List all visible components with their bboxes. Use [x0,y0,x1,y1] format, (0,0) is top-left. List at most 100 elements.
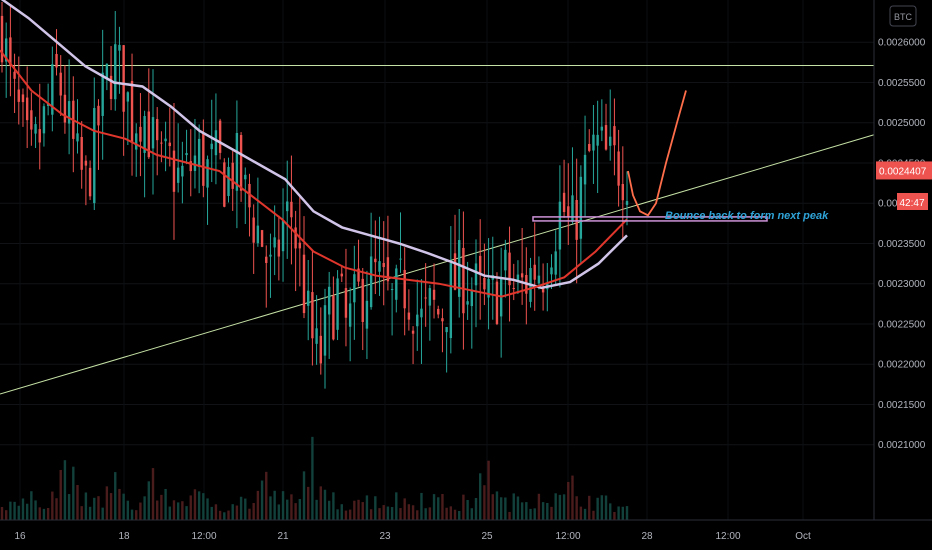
volume-bar [42,508,46,520]
volume-bar [46,507,50,520]
candle-body [197,138,201,167]
candle-body [218,120,222,153]
candle-body [286,201,289,212]
volume-bar [143,496,146,520]
volume-bar [147,481,151,520]
volume-bar [302,471,306,520]
candle-body [319,335,322,364]
candle-body [109,75,113,99]
candle-body [550,267,553,275]
time-axis[interactable]: 16 18 12:00 21 23 25 12:00 28 12:00 Oct [14,531,811,542]
candle-body [231,162,234,189]
candle-body [256,225,260,244]
x-tick-label: 12:00 [715,531,740,542]
volume-bar [386,506,390,520]
volume-bar [621,506,625,520]
volume-bar [428,507,432,520]
volume-bar [613,511,616,520]
x-tick-label: Oct [795,531,811,542]
volume-bar [118,488,121,520]
candle-body [541,286,545,293]
candle-body [76,133,79,142]
candle-body [147,111,151,158]
volume-bar [437,497,440,520]
candle-body [25,97,29,121]
volume-bar [17,505,20,520]
candle-body [395,268,398,300]
candle-body [374,258,377,263]
volume-bar [51,491,54,520]
volume-bar [483,485,486,520]
annotation-text[interactable]: Bounce back to form next peak [665,210,829,222]
volume-bar [432,494,436,520]
volume-bar [361,502,364,520]
candle-body [562,192,566,212]
volume-bar [256,490,260,520]
candle-body [504,249,507,271]
volume-bar [588,495,591,520]
currency-label-box[interactable] [889,5,917,27]
candle-body [227,166,230,197]
candle-body [193,155,197,171]
volume-bar [562,494,566,520]
projection-path[interactable] [627,90,687,217]
candle-body [214,130,218,156]
candle-body [516,274,520,282]
x-tick-label: 25 [481,531,493,542]
volume-bar [390,507,394,520]
candle-body [353,274,356,303]
candle-body [361,278,364,322]
volume-bar [202,493,205,520]
ascending-trendline[interactable] [0,134,875,395]
volume-bar [176,502,180,520]
volume-bar [185,506,188,520]
volume-bar [269,496,272,520]
candle-body [239,135,243,191]
y-tick-label: 0.0025500 [878,78,926,89]
candle-body [206,159,209,188]
candle-body [126,92,130,102]
volume-bar [290,494,293,520]
countdown-value: 42:47 [899,198,924,209]
volume-bar [365,495,369,520]
y-tick-label: 0.0023000 [878,279,926,290]
moving-average-slow [0,0,628,290]
candle-body [315,328,318,344]
candle-body [336,278,339,330]
volume-bar [332,492,335,520]
volume-bar [516,496,520,520]
volume-bar [537,493,541,520]
candle-body [462,247,465,314]
candle-body [130,80,134,143]
volume-bar [277,504,281,520]
candle-body [97,105,100,126]
volume-bar [579,506,583,520]
candle-body [143,116,146,153]
volume-bar [558,494,562,520]
volume-bar [504,497,507,520]
candle-body [537,275,541,284]
candle-body [487,278,490,298]
candle-body [21,94,25,103]
volume-bar [554,493,557,520]
volume-bar [323,489,327,520]
candle-body [558,201,562,250]
volume-bar [575,496,578,520]
candle-body [4,38,8,62]
volume-bar [172,500,176,520]
candle-body [344,288,348,318]
volume-bar [9,501,12,520]
volume-bar [546,502,549,520]
volume-bar [541,502,545,520]
volume-bar [126,500,130,520]
support-zone[interactable] [532,216,768,222]
volume-bar [416,510,419,520]
candle-body [139,126,142,142]
countdown-badge [897,193,928,210]
volume-bar [512,493,515,520]
volume-bar [105,486,109,520]
volume-bar [76,484,79,520]
volume-bar [244,498,247,520]
candle-body [483,278,486,290]
